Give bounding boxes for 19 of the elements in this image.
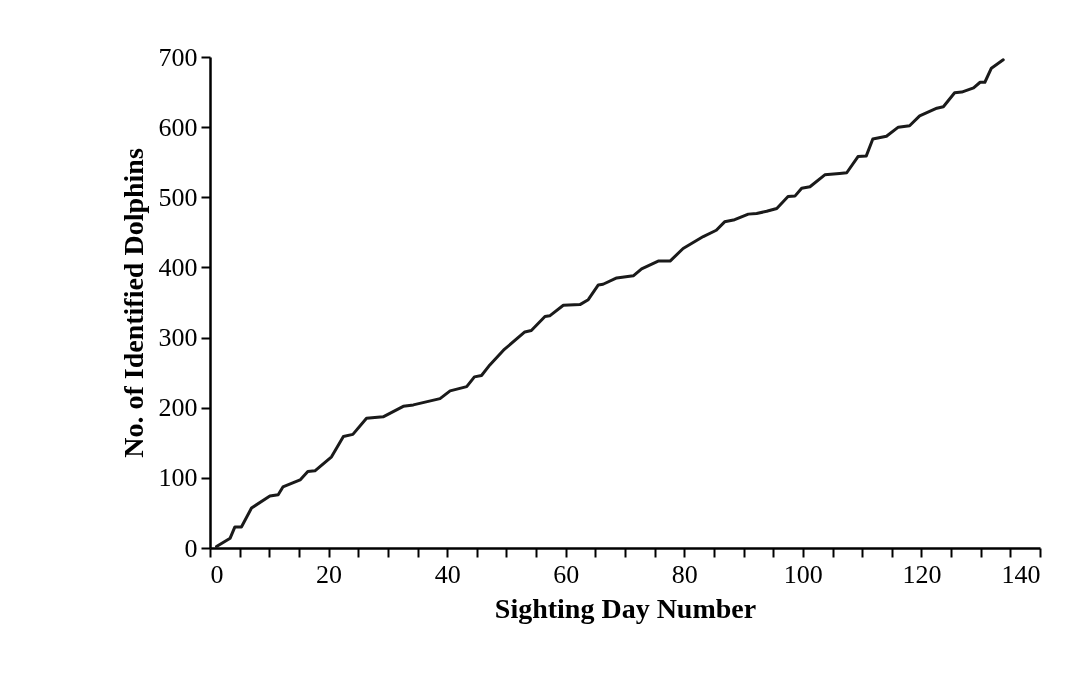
x-tick-label: 0 — [210, 559, 224, 589]
x-axis-title: Sighting Day Number — [494, 592, 757, 624]
line-series — [215, 58, 1005, 549]
y-tick-label: 100 — [158, 463, 198, 493]
y-tick-label: 0 — [184, 533, 198, 563]
x-tick-label: 120 — [902, 559, 942, 589]
x-tick-label: 140 — [1001, 559, 1041, 589]
x-tick-label: 60 — [553, 559, 580, 589]
y-tick-label: 300 — [158, 323, 198, 353]
y-axis-title: No. of Identified Dolphins — [117, 148, 149, 458]
x-tick-label: 40 — [434, 559, 461, 589]
x-tick-label: 20 — [316, 559, 343, 589]
x-tick-label: 80 — [671, 559, 698, 589]
y-tick-label: 400 — [158, 252, 198, 282]
y-tick-label: 700 — [158, 42, 198, 72]
y-tick-label: 500 — [158, 182, 198, 212]
y-tick-label: 600 — [158, 112, 198, 142]
x-tick-label: 100 — [783, 559, 823, 589]
y-tick-label: 200 — [158, 393, 198, 423]
